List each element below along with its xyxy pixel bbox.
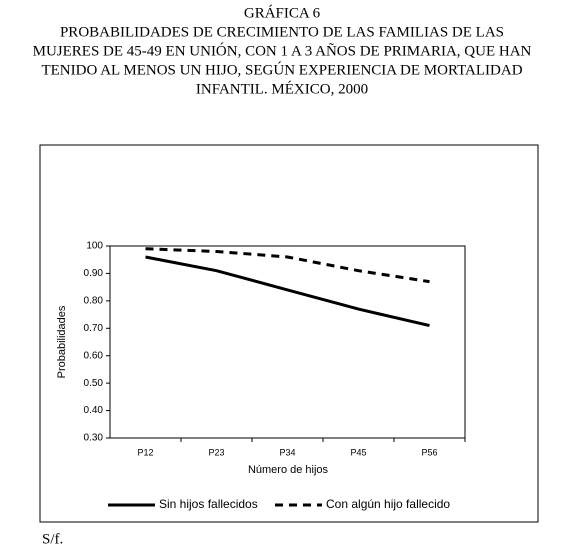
y-tick-label: 0.30 [84, 433, 104, 444]
x-tick-label: P56 [421, 447, 437, 457]
legend-label: Con algún hijo fallecido [326, 497, 450, 511]
x-tick-label: P12 [137, 447, 153, 457]
source: S/f. [42, 531, 63, 547]
x-axis-label: Número de hijos [248, 464, 329, 476]
title-line: MUJERES DE 45-49 EN UNIÓN, CON 1 A 3 AÑO… [33, 42, 532, 59]
y-axis-label: Probabilidades [56, 305, 68, 378]
title-line: GRÁFICA 6 [244, 4, 321, 21]
plot-area [109, 245, 466, 439]
chart-frame [39, 144, 539, 523]
series-line [145, 255, 430, 328]
y-tick-label: 0.60 [84, 350, 104, 361]
title-line: TENIDO AL MENOS UN HIJO, SEGÚN EXPERIENC… [41, 61, 522, 78]
y-tick-label: 0.40 [84, 405, 104, 416]
title-line: INFANTIL. MÉXICO, 2000 [196, 80, 368, 97]
y-tick-label: 0.70 [84, 323, 104, 334]
legend-label: Sin hijos fallecidos [159, 497, 258, 511]
x-tick-label: P45 [350, 447, 366, 457]
y-tick-label: 0.80 [84, 295, 104, 306]
title-line: PROBABILIDADES DE CRECIMIENTO DE LAS FAM… [60, 24, 504, 40]
series-line [145, 247, 430, 284]
y-tick-label: 0.90 [84, 268, 104, 279]
x-tick-label: P23 [208, 447, 224, 457]
x-tick-label: P34 [279, 447, 295, 457]
y-tick-label: 100 [86, 241, 103, 252]
y-tick-label: 0.50 [84, 378, 104, 389]
